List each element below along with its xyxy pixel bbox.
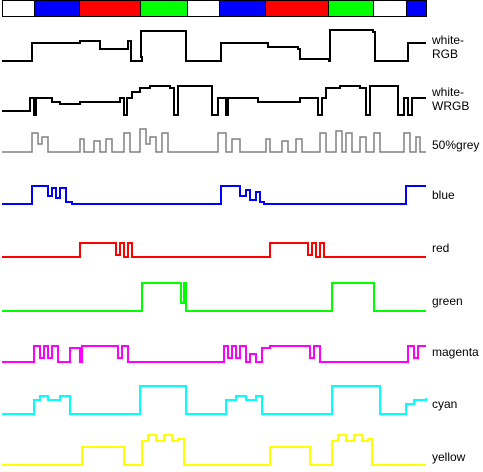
waveform-red xyxy=(2,242,426,258)
trace-label-white-wrgb: white- WRGB xyxy=(432,85,470,113)
waveform-cyan xyxy=(2,385,427,415)
trace-label-magenta: magenta xyxy=(432,345,479,359)
waveform-white-rgb xyxy=(2,29,426,62)
color-bar xyxy=(2,0,427,17)
waveform-white-wrgb xyxy=(2,85,426,116)
trace-label-yellow: yellow xyxy=(432,450,466,464)
color-bar-segment xyxy=(187,0,220,17)
color-bar-segment xyxy=(219,0,266,17)
color-bar-segment xyxy=(79,0,141,17)
waveform-blue xyxy=(2,185,426,205)
color-bar-segment xyxy=(2,0,35,17)
color-bar-segment xyxy=(140,0,188,17)
waveform-green xyxy=(2,282,426,312)
waveform-magenta xyxy=(2,345,426,363)
waveform-yellow xyxy=(2,434,426,466)
trace-label-green: green xyxy=(432,294,463,308)
trace-label-white-rgb: white- RGB xyxy=(432,33,465,61)
waveform-grey50 xyxy=(2,128,426,153)
trace-label-red: red xyxy=(432,241,450,255)
trace-label-blue: blue xyxy=(432,188,455,202)
color-bar-segment xyxy=(373,0,407,17)
color-bar-segment xyxy=(265,0,329,17)
trace-label-cyan: cyan xyxy=(432,397,458,411)
color-bar-segment xyxy=(328,0,374,17)
waveforms xyxy=(2,29,427,466)
color-bar-segment xyxy=(406,0,427,17)
color-bar-segment xyxy=(34,0,80,17)
trace-label-grey50: 50%grey xyxy=(432,138,480,152)
